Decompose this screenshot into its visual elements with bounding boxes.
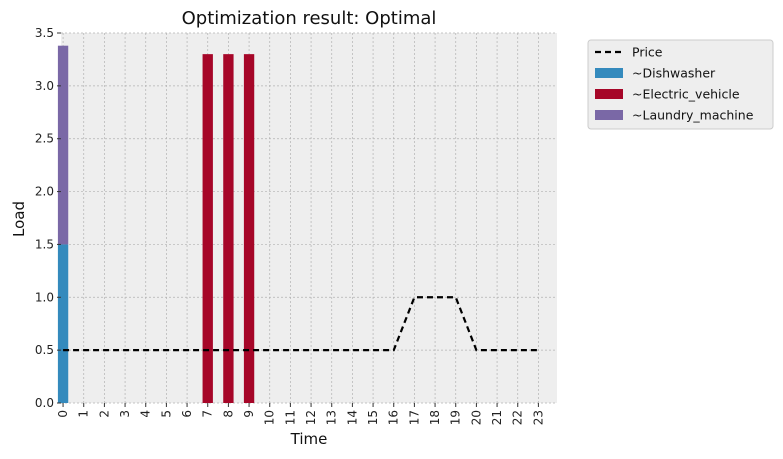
x-tick-label: 14 xyxy=(345,410,359,425)
x-tick-label: 20 xyxy=(469,410,483,425)
x-tick-label: 8 xyxy=(221,410,235,418)
x-tick-label: 12 xyxy=(304,410,318,425)
legend-label-electric-vehicle: ~Electric_vehicle xyxy=(632,87,740,102)
legend: Price ~Dishwasher ~Electric_vehicle ~Laundr… xyxy=(587,39,774,130)
bar-electric-vehicle-9 xyxy=(243,54,255,404)
x-tick-label: 13 xyxy=(325,410,339,425)
x-tick-label: 9 xyxy=(242,410,256,418)
y-axis: 0.0 0.5 1.0 1.5 2.0 2.5 3.0 3.5 xyxy=(35,26,61,410)
legend-swatch-laundry-machine xyxy=(595,110,623,120)
y-tick-label: 0.5 xyxy=(35,343,54,357)
x-tick-label: 15 xyxy=(366,410,380,425)
x-tick-label: 18 xyxy=(428,410,442,425)
y-tick-label: 1.0 xyxy=(35,290,54,304)
x-tick-label: 21 xyxy=(490,410,504,425)
bar-dishwasher-0 xyxy=(57,244,69,403)
bar-electric-vehicle-7 xyxy=(202,54,213,404)
x-tick-label: 2 xyxy=(97,410,111,418)
x-tick-label: 17 xyxy=(407,410,421,425)
bar-electric-vehicle-8 xyxy=(223,54,234,404)
y-tick-label: 2.5 xyxy=(35,132,54,146)
x-axis-label: Time xyxy=(290,430,328,448)
x-tick-label: 5 xyxy=(159,410,173,418)
y-tick-label: 3.5 xyxy=(35,26,54,40)
x-tick-label: 7 xyxy=(201,410,215,418)
x-tick-label: 22 xyxy=(511,410,525,425)
x-tick-label: 16 xyxy=(387,410,401,425)
x-tick-label: 11 xyxy=(283,410,297,425)
y-tick-label: 0.0 xyxy=(35,396,54,410)
legend-box xyxy=(587,39,774,130)
x-tick-label: 0 xyxy=(56,410,70,418)
legend-label-laundry-machine: ~Laundry_machine xyxy=(632,108,754,123)
bar-laundry-machine-0 xyxy=(57,45,69,245)
y-axis-label: Load xyxy=(10,201,28,237)
chart-title: Optimization result: Optimal xyxy=(182,8,437,29)
legend-swatch-electric-vehicle xyxy=(595,89,623,99)
x-tick-label: 6 xyxy=(180,410,194,418)
x-tick-label: 1 xyxy=(77,410,91,418)
y-tick-label: 2.0 xyxy=(35,185,54,199)
bars xyxy=(57,45,255,404)
x-tick-label: 10 xyxy=(263,410,277,425)
legend-label-dishwasher: ~Dishwasher xyxy=(632,66,716,81)
x-tick-label: 23 xyxy=(531,410,545,425)
x-tick-label: 4 xyxy=(139,410,153,418)
plot-background xyxy=(61,33,557,403)
x-axis: 0 1 2 3 4 5 6 7 8 9 10 11 12 13 14 15 16 17 18 19 20 21 22 23 xyxy=(56,403,545,425)
y-tick-label: 1.5 xyxy=(35,237,54,251)
x-tick-label: 19 xyxy=(449,410,463,425)
legend-label-price: Price xyxy=(632,45,663,60)
y-tick-label: 3.0 xyxy=(35,79,54,93)
legend-swatch-dishwasher xyxy=(595,68,623,78)
x-tick-label: 3 xyxy=(118,410,132,418)
